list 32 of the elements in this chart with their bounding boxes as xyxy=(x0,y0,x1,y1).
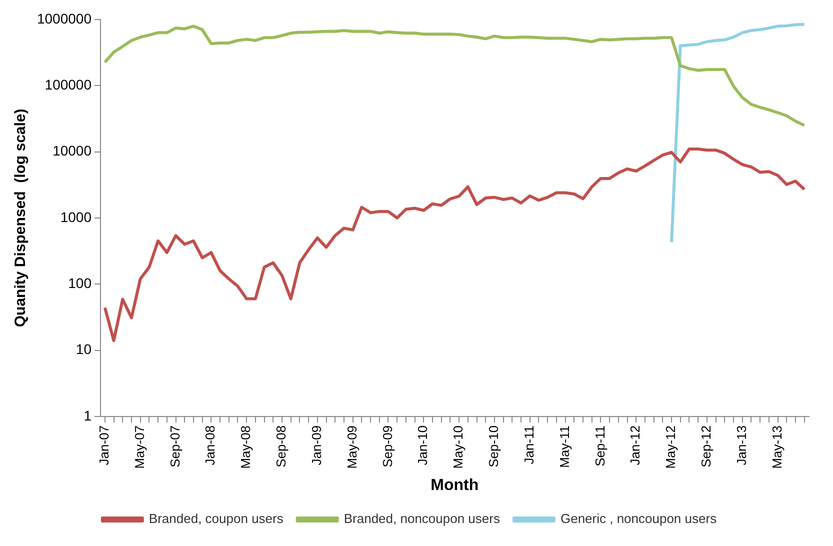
legend-label: Branded, coupon users xyxy=(148,511,284,526)
y-tick-label: 10000 xyxy=(52,142,92,159)
x-tick-label: Jan-11 xyxy=(521,425,536,464)
x-tick-label: Jan-07 xyxy=(96,425,112,466)
x-tick-label: Sep-11 xyxy=(592,425,608,466)
x-tick-label: Jan-12 xyxy=(628,425,643,466)
legend-label: Generic , noncoupon users xyxy=(560,511,718,526)
x-tick-label: Sep-10 xyxy=(486,425,502,468)
x-tick-label: May-10 xyxy=(450,425,466,469)
x-tick-label: Sep-08 xyxy=(274,425,289,468)
x-tick-label: Jan-08 xyxy=(202,425,218,466)
y-tick-label: 1000 xyxy=(60,208,92,225)
x-tick-label: May-12 xyxy=(663,425,678,469)
x-tick-label: Jan-10 xyxy=(415,425,430,466)
x-tick-label: May-08 xyxy=(238,425,254,469)
x-tick-label: May-13 xyxy=(769,425,784,469)
x-axis-title: Month xyxy=(430,476,479,494)
y-tick-label: 100000 xyxy=(44,76,92,92)
y-tick-label: 10 xyxy=(76,341,92,358)
x-tick-label: May-09 xyxy=(344,425,360,469)
x-tick-label: May-07 xyxy=(132,425,147,469)
x-tick-label: Sep-07 xyxy=(167,425,182,468)
x-tick-label: Sep-12 xyxy=(698,425,714,468)
y-axis-title: Quanity Dispensed (log scale) xyxy=(12,108,30,328)
x-tick-label: Sep-09 xyxy=(380,425,395,468)
x-tick-label: May-11 xyxy=(556,425,572,468)
y-tick-label: 1000000 xyxy=(36,10,92,26)
y-tick-label: 100 xyxy=(68,274,92,291)
legend-label: Branded, noncoupon users xyxy=(344,511,500,526)
x-tick-label: Jan-09 xyxy=(308,425,324,466)
x-tick-label: Jan-13 xyxy=(734,425,749,466)
y-tick-label: 1 xyxy=(84,407,92,424)
